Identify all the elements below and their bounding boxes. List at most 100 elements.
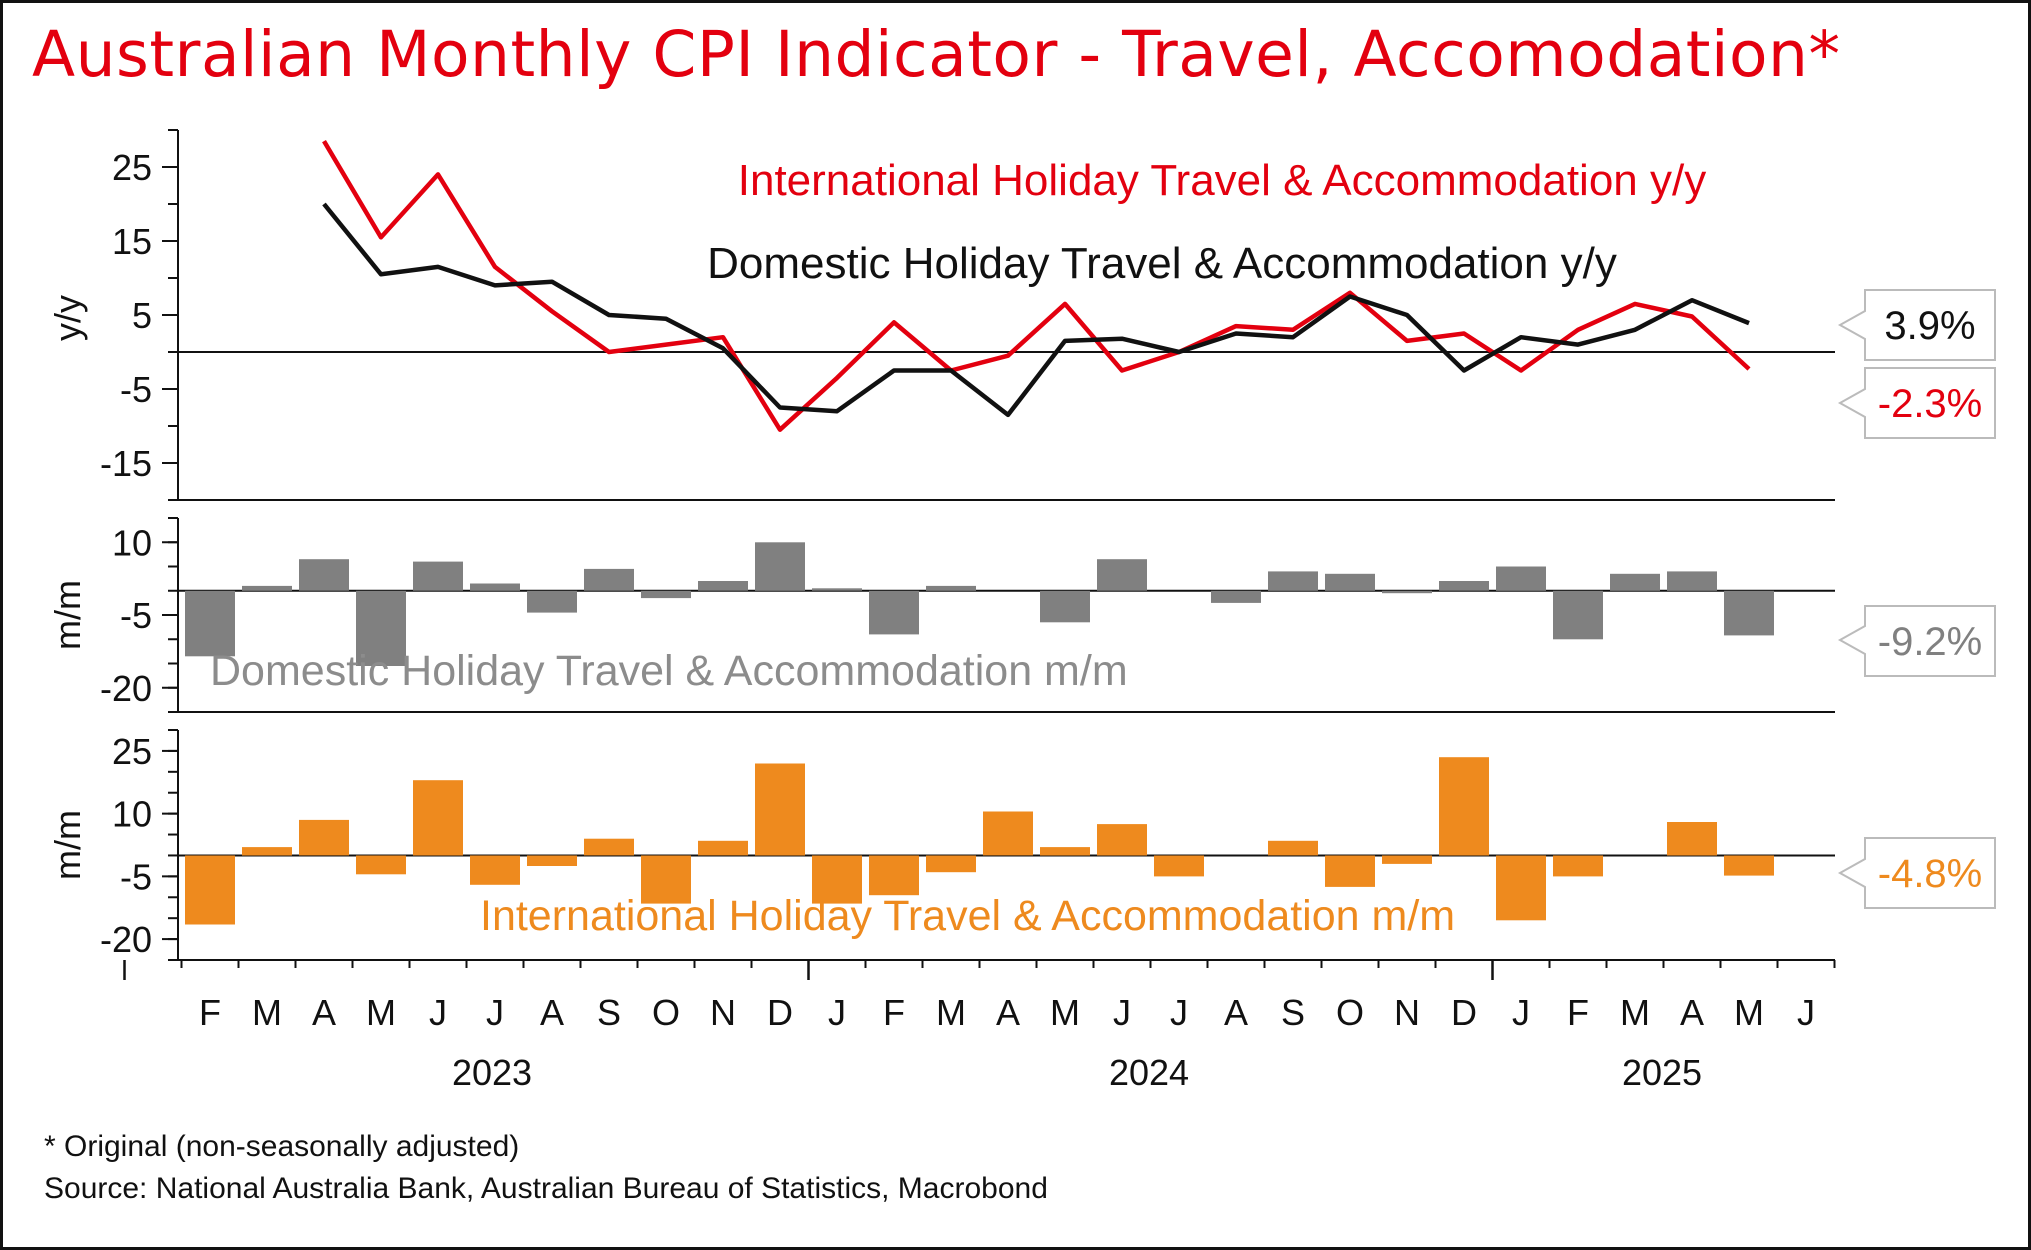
x-year-label: 2023 (452, 1052, 532, 1093)
x-tick-label: J (1797, 992, 1815, 1033)
bar (1667, 822, 1717, 856)
series-label-domestic-yy: Domestic Holiday Travel & Accommodation … (707, 239, 1617, 288)
bar (1496, 566, 1546, 591)
y-axis-label-1: y/y (47, 295, 88, 341)
bar (812, 855, 862, 904)
bar (1610, 573, 1660, 591)
x-tick-label: F (199, 992, 221, 1033)
international-yy-callout-label: -2.3% (1878, 382, 1983, 426)
bar (242, 585, 292, 591)
y-tick-label: 25 (112, 731, 152, 772)
y-tick-label: -5 (120, 856, 152, 897)
bar (1040, 590, 1090, 623)
bar (1724, 855, 1774, 876)
bar (242, 847, 292, 856)
x-tick-label: M (1620, 992, 1650, 1033)
bar (1496, 855, 1546, 921)
bar (584, 568, 634, 591)
bar (926, 855, 976, 873)
x-tick-label: F (1567, 992, 1589, 1033)
x-tick-label: A (1224, 992, 1248, 1033)
series-label-domestic-mm: Domestic Holiday Travel & Accommodation … (210, 647, 1128, 695)
international-mm-callout-box (1837, 837, 1996, 909)
y-tick-label: -5 (120, 369, 152, 410)
bar (1553, 855, 1603, 877)
bar (1553, 590, 1603, 640)
bar (755, 763, 805, 856)
y-tick-label: 10 (112, 522, 152, 563)
domestic-mm-callout-label: -9.2% (1878, 620, 1983, 664)
bar (1211, 590, 1261, 603)
bar (584, 838, 634, 856)
y-axis-label-3: m/m (47, 810, 88, 880)
bar (413, 561, 463, 591)
x-tick-label: J (486, 992, 504, 1033)
x-tick-label: A (540, 992, 564, 1033)
bar (641, 855, 691, 904)
x-tick-label: N (710, 992, 736, 1033)
bar (869, 590, 919, 635)
x-tick-label: J (1113, 992, 1131, 1033)
bar (641, 590, 691, 599)
x-tick-label: M (252, 992, 282, 1033)
y-tick-label: -5 (120, 595, 152, 636)
domestic-yy-line (322, 202, 1750, 418)
y-tick-label: 5 (132, 295, 152, 336)
series-label-international-mm: International Holiday Travel & Accommoda… (480, 892, 1455, 940)
bar (1268, 571, 1318, 591)
bar (1097, 824, 1147, 856)
x-tick-label: S (597, 992, 621, 1033)
bar (698, 581, 748, 591)
bar (470, 583, 520, 591)
x-tick-label: A (1680, 992, 1704, 1033)
y-tick-label: 25 (112, 147, 152, 188)
bar (1724, 590, 1774, 636)
footnote: * Original (non-seasonally adjusted) (44, 1130, 520, 1163)
x-tick-label: S (1281, 992, 1305, 1033)
bar (1097, 559, 1147, 591)
x-tick-label: M (1734, 992, 1764, 1033)
bar (1040, 847, 1090, 856)
notes: * Original (non-seasonally adjusted) Sou… (44, 1126, 1048, 1210)
x-tick-label: J (1170, 992, 1188, 1033)
bar (356, 590, 406, 666)
domestic-mm-callout-box (1837, 605, 1996, 677)
bar (185, 590, 235, 657)
bar (1325, 855, 1375, 887)
y-tick-label: 15 (112, 221, 152, 262)
bar (812, 588, 862, 591)
x-tick-label: M (936, 992, 966, 1033)
international-mm-callout-label: -4.8% (1878, 852, 1983, 896)
x-tick-label: A (996, 992, 1020, 1033)
bar (1439, 581, 1489, 591)
bar (869, 855, 919, 896)
bar (1325, 573, 1375, 591)
y-axis-label-2: m/m (47, 580, 88, 650)
bar (527, 855, 577, 866)
bar (185, 855, 235, 925)
bar (1154, 855, 1204, 877)
bar (983, 811, 1033, 856)
bar (470, 855, 520, 885)
x-tick-label: D (1451, 992, 1477, 1033)
x-tick-label: D (767, 992, 793, 1033)
x-year-label: 2024 (1109, 1052, 1189, 1093)
x-tick-label: M (1050, 992, 1080, 1033)
bar (926, 585, 976, 591)
bar (1439, 757, 1489, 856)
series-label-international-yy: International Holiday Travel & Accommoda… (738, 156, 1706, 205)
international-yy-callout-box (1837, 367, 1996, 439)
x-year-label: 2025 (1622, 1052, 1702, 1093)
bar (1382, 855, 1432, 864)
x-tick-label: M (366, 992, 396, 1033)
x-tick-label: O (652, 992, 680, 1033)
bar (1382, 590, 1432, 594)
y-tick-label: -20 (100, 919, 152, 960)
source-note: Source: National Australia Bank, Austral… (44, 1172, 1048, 1205)
x-tick-label: O (1336, 992, 1364, 1033)
y-tick-label: -20 (100, 668, 152, 709)
x-tick-label: J (1512, 992, 1530, 1033)
y-tick-label: 10 (112, 794, 152, 835)
